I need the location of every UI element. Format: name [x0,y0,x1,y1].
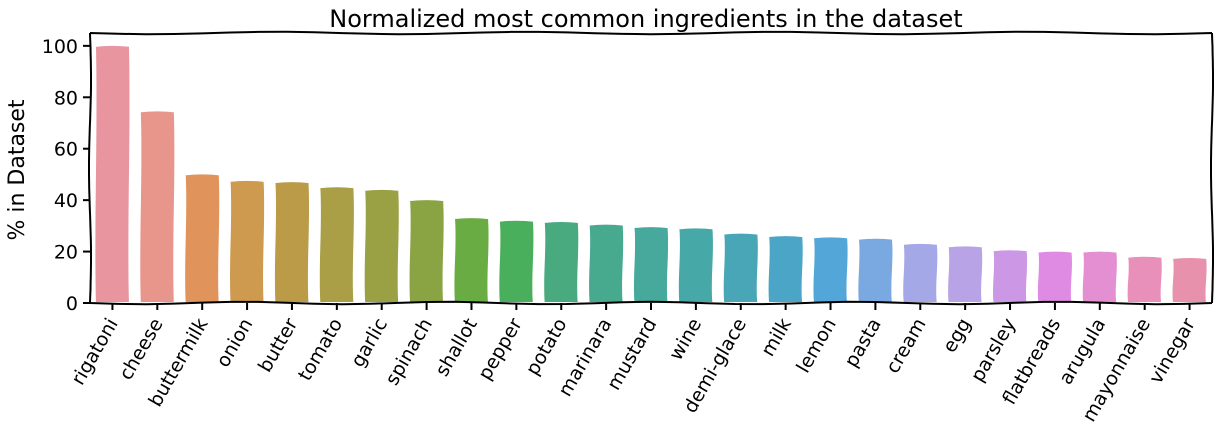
x-tick-label-pasta: pasta [840,315,885,372]
y-tick-label: 40 [54,190,78,212]
bar-buttermilk [183,172,222,304]
bar-lemon [811,235,850,304]
bar-rigatoni [93,43,132,304]
y-axis-ticks: 0 20 40 60 80 100 [42,36,90,315]
bar-cheese [138,109,177,304]
bar-spinach [407,198,446,304]
bar-mustard [631,225,671,304]
y-tick-label: 80 [54,87,78,109]
bar-cream [901,241,940,304]
bar-arugula [1080,249,1119,304]
x-tick-label-garlic: garlic [347,315,392,371]
bar-egg [946,244,985,304]
y-tick-label: 0 [66,293,78,315]
x-tick-label-pepper: pepper [474,314,527,384]
bar-mayonnaise [1125,254,1164,304]
y-tick-label: 20 [54,242,78,264]
bar-pasta [856,236,895,304]
bar-pepper [497,218,536,304]
y-axis-label: % in Dataset [5,99,30,240]
x-tick-label-cream: cream [882,315,931,378]
x-tick-label-egg: egg [939,315,976,357]
x-tick-label-butter: butter [254,314,302,376]
bar-demi-glace [721,231,760,304]
chart-title: Normalized most common ingredients in th… [329,5,962,33]
bar-potato [542,220,581,304]
x-tick-label-tomato: tomato [294,315,347,385]
y-tick-label: 100 [42,36,78,58]
bar-milk [766,234,805,304]
bar-marinara [586,222,626,304]
x-tick-label-rigatoni: rigatoni [67,315,123,389]
x-tick-label-shallot: shallot [431,315,482,381]
bar-butter [272,180,312,304]
y-tick-label: 60 [54,139,78,161]
bar-vinegar [1170,256,1209,304]
bar-wine [676,226,716,304]
bar-flatbreads [1035,249,1075,304]
bar-onion [227,178,267,304]
x-tick-label-milk: milk [757,315,796,361]
x-tick-label-lemon: lemon [792,315,841,377]
bar-shallot [452,216,491,304]
bar-parsley [990,248,1030,304]
bars-group [93,43,1209,304]
x-tick-label-wine: wine [665,315,706,365]
plot-frame [88,30,1214,306]
x-tick-label-onion: onion [212,315,257,372]
bar-garlic [362,187,401,304]
bar-tomato [317,185,356,304]
x-tick-label-potato: potato [522,315,572,380]
